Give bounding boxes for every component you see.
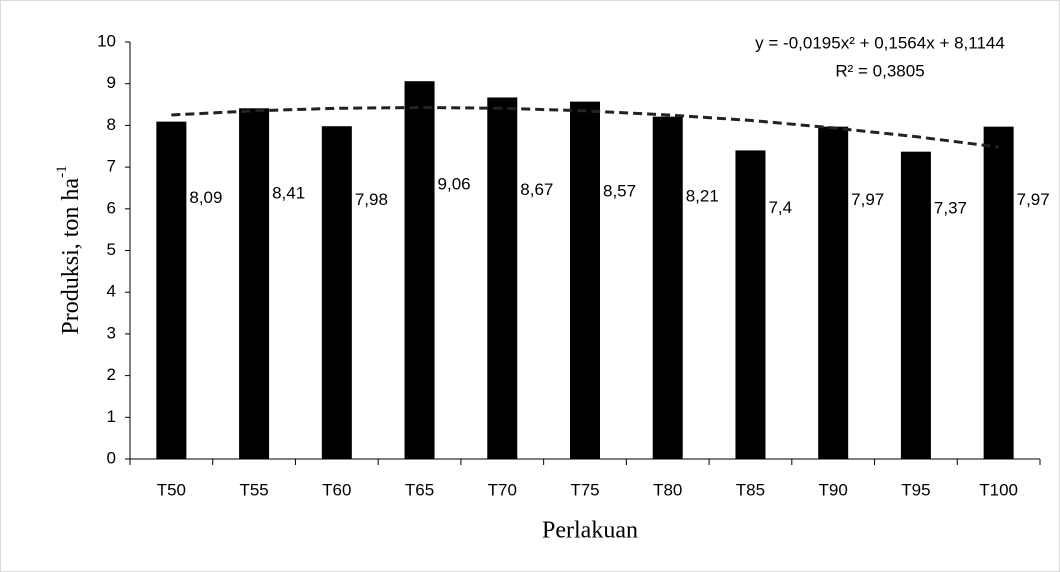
bar	[239, 108, 269, 459]
x-tick-label: T80	[653, 480, 682, 499]
y-tick-label: 0	[107, 448, 116, 467]
y-axis-title: Produksi, ton ha-1	[54, 165, 83, 334]
bar	[818, 127, 848, 459]
value-label: 8,21	[686, 187, 719, 206]
value-label: 7,37	[934, 198, 967, 217]
bar	[984, 127, 1014, 459]
y-tick-label: 5	[107, 240, 116, 259]
value-label: 8,57	[603, 182, 636, 201]
bar	[405, 81, 435, 459]
y-tick-label: 2	[107, 365, 116, 384]
bar	[570, 102, 600, 459]
y-tick-label: 3	[107, 323, 116, 342]
value-label: 8,41	[272, 184, 305, 203]
x-tick-label: T95	[901, 480, 930, 499]
x-tick-label: T90	[819, 480, 848, 499]
x-tick-label: T60	[322, 480, 351, 499]
chart: Perlakuan Produksi, ton ha-1 y = -0,0195…	[0, 0, 1060, 572]
x-tick-label: T65	[405, 480, 434, 499]
y-axis-title-main: Produksi, ton ha	[58, 178, 84, 335]
value-label: 8,09	[189, 188, 222, 207]
y-tick-label: 1	[107, 407, 116, 426]
y-tick-label: 10	[97, 31, 116, 50]
trend-equation: y = -0,0195x² + 0,1564x + 8,1144	[755, 33, 1005, 52]
value-label: 7,98	[355, 190, 388, 209]
x-tick-label: T75	[570, 480, 599, 499]
y-tick-label: 8	[107, 115, 116, 134]
x-tick-label: T100	[979, 480, 1018, 499]
x-axis-title: Perlakuan	[542, 518, 638, 544]
x-tick-label: T50	[157, 480, 186, 499]
value-label: 7,97	[851, 190, 884, 209]
bar	[653, 117, 683, 459]
x-tick-label: T55	[239, 480, 268, 499]
y-tick-label: 9	[107, 73, 116, 92]
y-tick-label: 6	[107, 198, 116, 217]
x-tick-label: T85	[736, 480, 765, 499]
bar	[901, 152, 931, 459]
value-label: 9,06	[438, 175, 471, 194]
value-label: 8,67	[520, 180, 553, 199]
value-label: 7,4	[768, 198, 792, 217]
y-axis-title-sup: -1	[54, 165, 70, 178]
y-tick-label: 4	[107, 282, 116, 301]
bar	[156, 122, 186, 459]
trend-r-squared: R² = 0,3805	[835, 61, 924, 80]
bar	[487, 97, 517, 459]
x-tick-label: T70	[488, 480, 517, 499]
bar	[735, 150, 765, 459]
value-label: 7,97	[1017, 190, 1050, 209]
y-tick-label: 7	[107, 157, 116, 176]
bar	[322, 126, 352, 459]
